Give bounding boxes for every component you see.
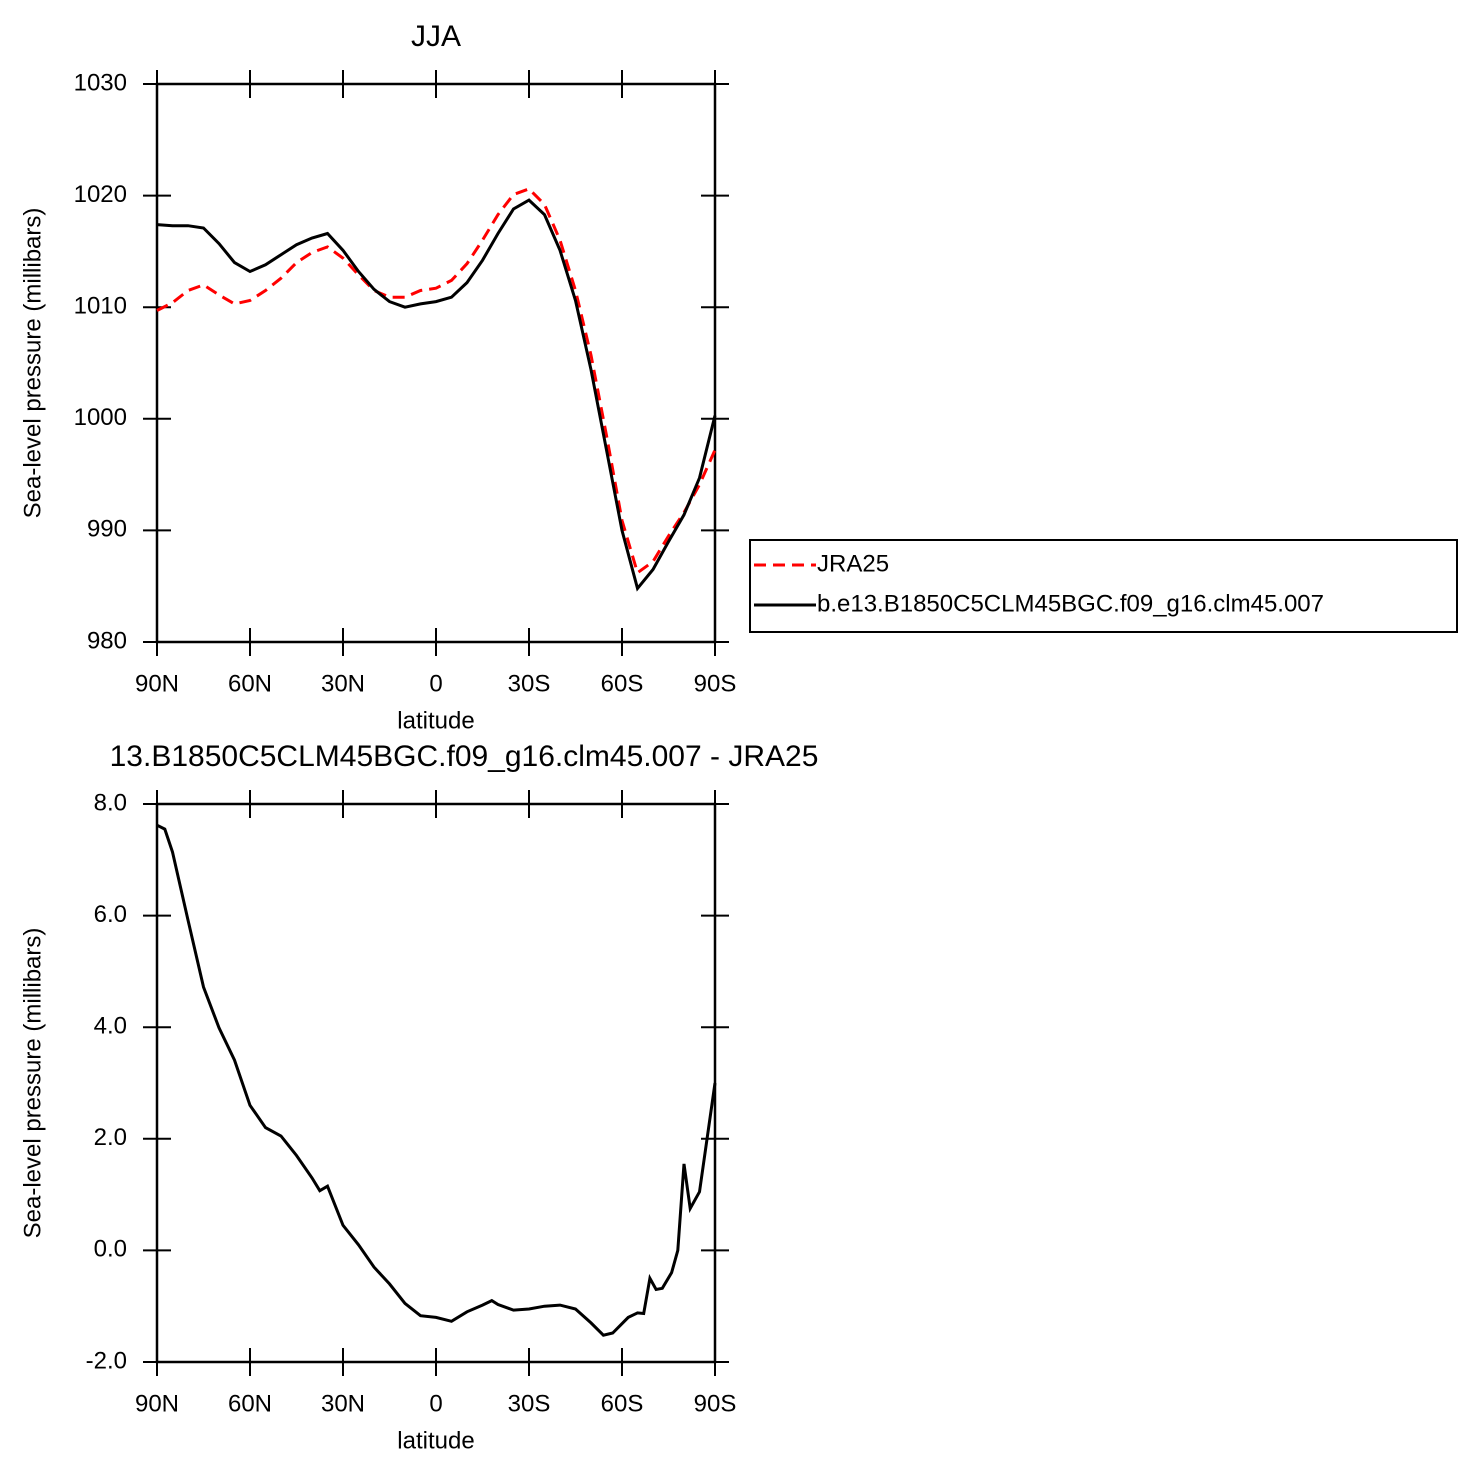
chart-title: 13.B1850C5CLM45BGC.f09_g16.clm45.007 - J…: [110, 740, 819, 773]
x-tick-label: 90N: [135, 1390, 179, 1417]
x-tick-label: 0: [429, 670, 442, 697]
legend-label: JRA25: [817, 550, 889, 577]
x-tick-label: 60N: [228, 1390, 272, 1417]
legend-box: [749, 539, 1458, 633]
chart-title: JJA: [411, 20, 461, 53]
y-tick-label: 0.0: [94, 1236, 127, 1263]
y-tick-label: -2.0: [86, 1347, 127, 1374]
y-tick-label: 1000: [74, 404, 127, 431]
y-tick-label: 990: [87, 516, 127, 543]
x-tick-label: 30S: [508, 1390, 551, 1417]
plot-frame: [155, 82, 717, 644]
y-tick-label: 1010: [74, 293, 127, 320]
x-tick-label: 30N: [321, 670, 365, 697]
y-tick-label: 6.0: [94, 901, 127, 928]
y-axis-label: Sea-level pressure (millibars): [19, 208, 46, 519]
x-tick-label: 30N: [321, 1390, 365, 1417]
y-tick-label: 2.0: [94, 1124, 127, 1151]
y-axis-label: Sea-level pressure (millibars): [19, 928, 46, 1239]
plot-frame: [155, 802, 717, 1364]
y-tick-label: 1020: [74, 181, 127, 208]
data-line: [156, 187, 717, 576]
x-axis-label: latitude: [397, 1427, 474, 1454]
data-line: [156, 198, 717, 592]
x-axis-label: latitude: [397, 707, 474, 734]
y-tick-label: 980: [87, 627, 127, 654]
x-tick-label: 60N: [228, 670, 272, 697]
data-line: [156, 823, 717, 1337]
x-tick-label: 90S: [694, 1390, 737, 1417]
x-tick-label: 0: [429, 1390, 442, 1417]
x-tick-label: 60S: [601, 670, 644, 697]
y-tick-label: 4.0: [94, 1013, 127, 1040]
y-tick-label: 1030: [74, 69, 127, 96]
legend-label: b.e13.B1850C5CLM45BGC.f09_g16.clm45.007: [817, 590, 1324, 617]
x-tick-label: 90S: [694, 670, 737, 697]
x-tick-label: 90N: [135, 670, 179, 697]
x-tick-label: 60S: [601, 1390, 644, 1417]
x-tick-label: 30S: [508, 670, 551, 697]
y-tick-label: 8.0: [94, 789, 127, 816]
